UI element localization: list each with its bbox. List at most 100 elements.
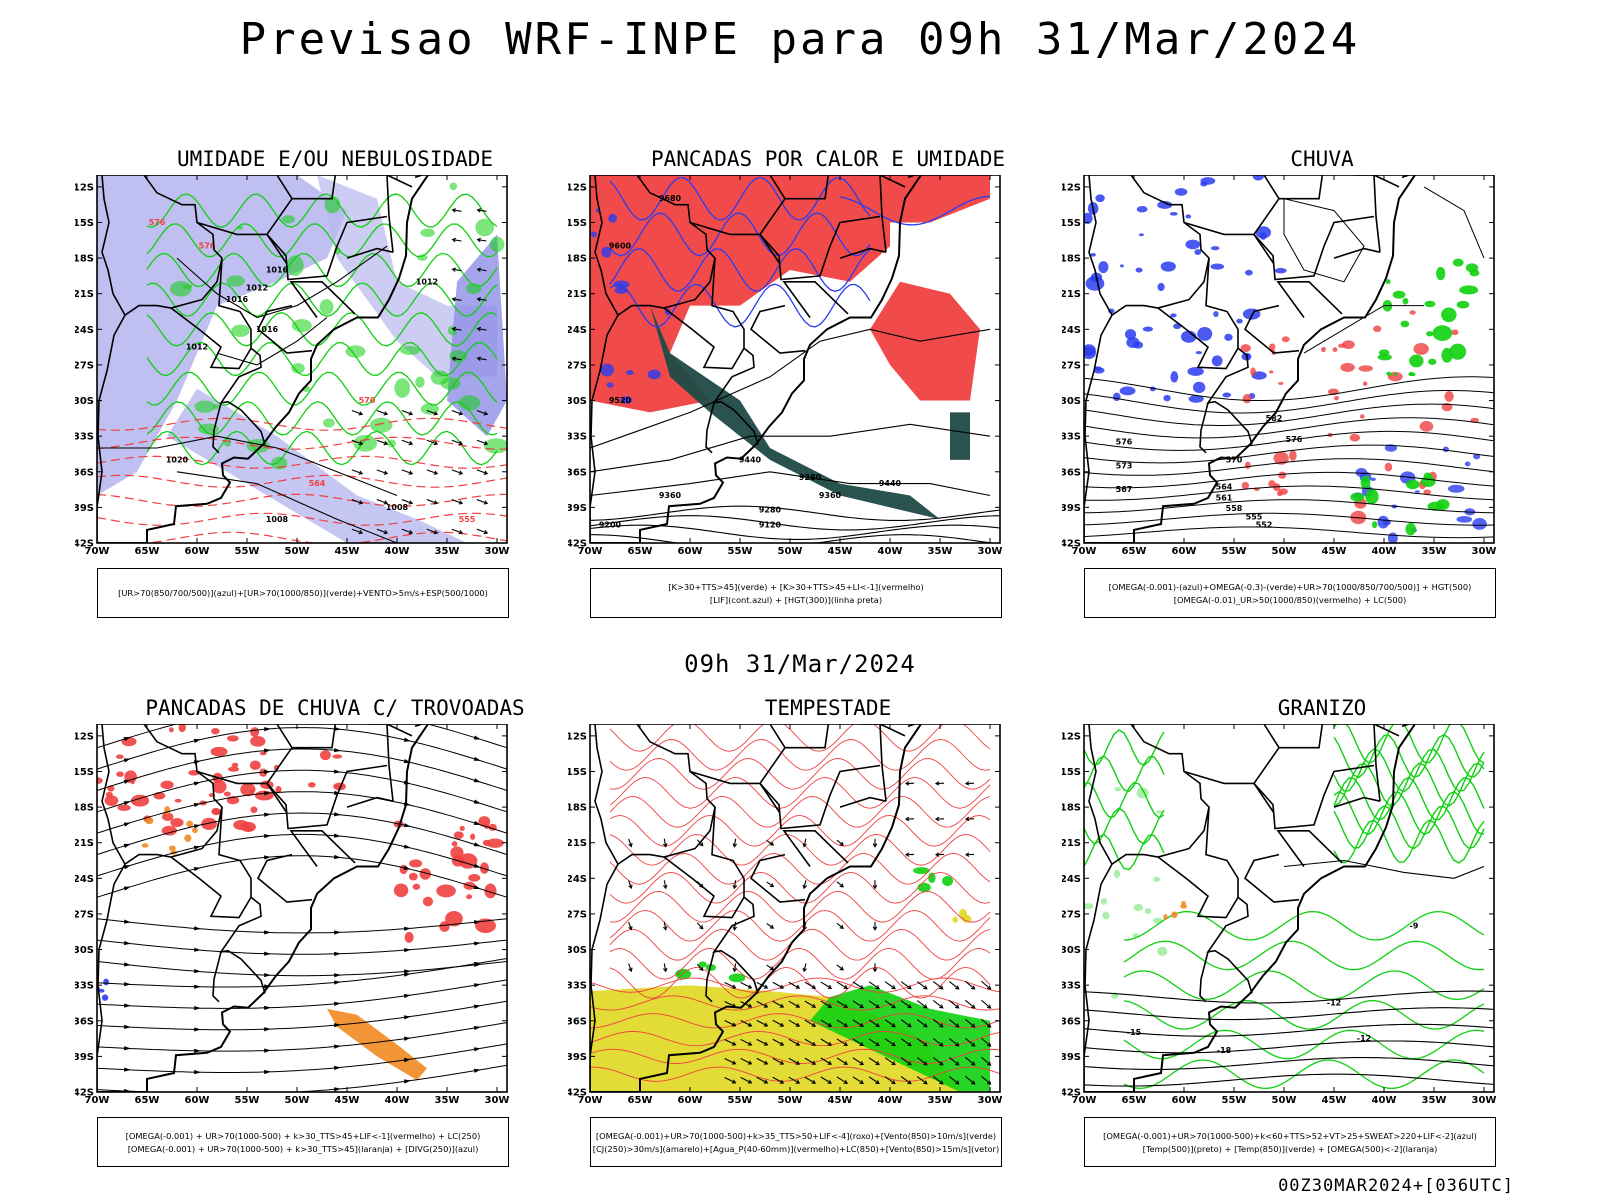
wind-vector: [955, 1023, 960, 1028]
streamline-arrow: [334, 833, 341, 838]
strong-omega-area: [1405, 479, 1420, 490]
lat-tick-label: 36S: [1062, 467, 1081, 478]
country-border: [594, 175, 716, 317]
lon-tick-label: 60W: [1172, 546, 1197, 557]
contour-label: 9440: [879, 479, 902, 488]
height-contour: [1084, 485, 1494, 501]
wind-vector: [766, 964, 774, 971]
streamline-arrow: [334, 1001, 341, 1006]
wind-vector: [451, 356, 457, 361]
jet-area: [961, 915, 972, 923]
strong-omega-area: [1405, 522, 1417, 536]
lon-tick-label: 55W: [1222, 546, 1247, 557]
wind-vector: [376, 528, 388, 534]
wind-vector: [351, 439, 363, 445]
wind-vector: [955, 1061, 960, 1066]
streamline-arrow: [334, 1065, 341, 1071]
lat-tick-label: 30S: [1062, 396, 1081, 407]
wind-vector: [971, 1004, 976, 1009]
contour-label: 573: [1116, 461, 1133, 470]
lat-tick-label: 42S: [568, 1088, 587, 1099]
lat-tick-label: 24S: [1062, 874, 1081, 885]
lat-tick-label: 24S: [1062, 325, 1081, 336]
wind-vector: [907, 1004, 912, 1009]
legend-box: [OMEGA(-0.001)+UR>70(1000-500)+k>35_TTS>…: [590, 1117, 1002, 1167]
storm-area: [422, 896, 434, 907]
rain-area: [1269, 370, 1274, 374]
streamline-arrow: [264, 791, 271, 796]
temp500-contour: [1084, 1040, 1494, 1054]
wind-vector: [477, 268, 487, 272]
wind-vector: [731, 1079, 737, 1084]
lon-tick-label: 65W: [628, 1095, 653, 1106]
strong-omega-area: [1386, 371, 1392, 376]
country-border: [386, 175, 394, 253]
wind-vector: [891, 985, 896, 990]
wind-vector: [932, 1000, 944, 1009]
omega-area: [1124, 329, 1137, 340]
lon-tick-label: 60W: [678, 546, 703, 557]
wind-vector: [804, 1057, 816, 1065]
wind-vector: [458, 500, 464, 505]
omega-area: [1197, 326, 1213, 341]
wind-vector: [971, 1042, 976, 1047]
rain-area: [1241, 481, 1250, 490]
wind-vector: [451, 208, 457, 213]
lon-tick-label: 40W: [878, 546, 903, 557]
streamline-arrow: [334, 951, 341, 956]
wind-vector: [451, 528, 463, 534]
country-border: [860, 175, 906, 188]
country-border: [1373, 724, 1381, 802]
lif-contour: [609, 212, 871, 257]
omega-area: [1185, 214, 1192, 219]
water-contour: [590, 1066, 1000, 1082]
wind-vector: [836, 1000, 848, 1008]
panel-tempestade: TEMPESTADE 12S 15S 18S 21S 24S 27S 30S 33S 36S 39…: [568, 696, 1088, 1196]
wind-vector: [804, 1076, 816, 1084]
wind-vector: [477, 298, 487, 301]
storm-area: [227, 766, 240, 772]
lat-tick-label: 39S: [568, 503, 587, 514]
panel-title: CHUVA: [1290, 147, 1354, 171]
streamline-arrow: [264, 834, 271, 839]
lat-tick-label: 15S: [75, 767, 94, 778]
strong-omega-area: [1392, 290, 1406, 299]
humidity-low-level: [182, 284, 193, 290]
wind-vector: [900, 1038, 912, 1047]
wind-vector: [939, 1080, 944, 1085]
strong-omega-area: [1409, 354, 1424, 368]
wind-vector: [476, 439, 488, 445]
wind-vector: [811, 1079, 817, 1084]
lon-tick-label: 30W: [1472, 1095, 1497, 1106]
wind-vector: [451, 410, 463, 415]
wind-vector: [803, 838, 807, 847]
streamline-arrow: [194, 947, 201, 952]
lat-tick-label: 39S: [75, 503, 94, 514]
storm-area: [478, 816, 491, 827]
omega-area: [1133, 341, 1144, 349]
streamline-arrow: [404, 969, 411, 974]
storm-area: [250, 735, 266, 747]
omega-area: [1119, 386, 1136, 396]
rain-area: [1278, 471, 1287, 479]
rain-area: [1342, 340, 1355, 349]
wind-vector: [747, 1060, 753, 1065]
wind-vector: [426, 410, 438, 415]
country-border: [212, 402, 222, 454]
wind-vector: [811, 1060, 817, 1065]
rain-area: [1362, 381, 1368, 387]
temp850-area: [1084, 903, 1094, 910]
streamline-arrow: [334, 1023, 341, 1028]
wind-vector: [452, 239, 462, 242]
streamline: [97, 727, 507, 770]
temp850-contour: [1123, 940, 1485, 971]
wind-vector: [868, 1019, 880, 1027]
lat-tick-label: 27S: [1062, 360, 1081, 371]
wind-vector: [788, 1000, 800, 1008]
omega-area: [1192, 381, 1206, 394]
streamline: [97, 724, 507, 749]
temp850-area: [1153, 876, 1161, 882]
storm-area: [259, 751, 267, 756]
country-border: [663, 258, 745, 370]
wind-vector: [383, 500, 389, 505]
